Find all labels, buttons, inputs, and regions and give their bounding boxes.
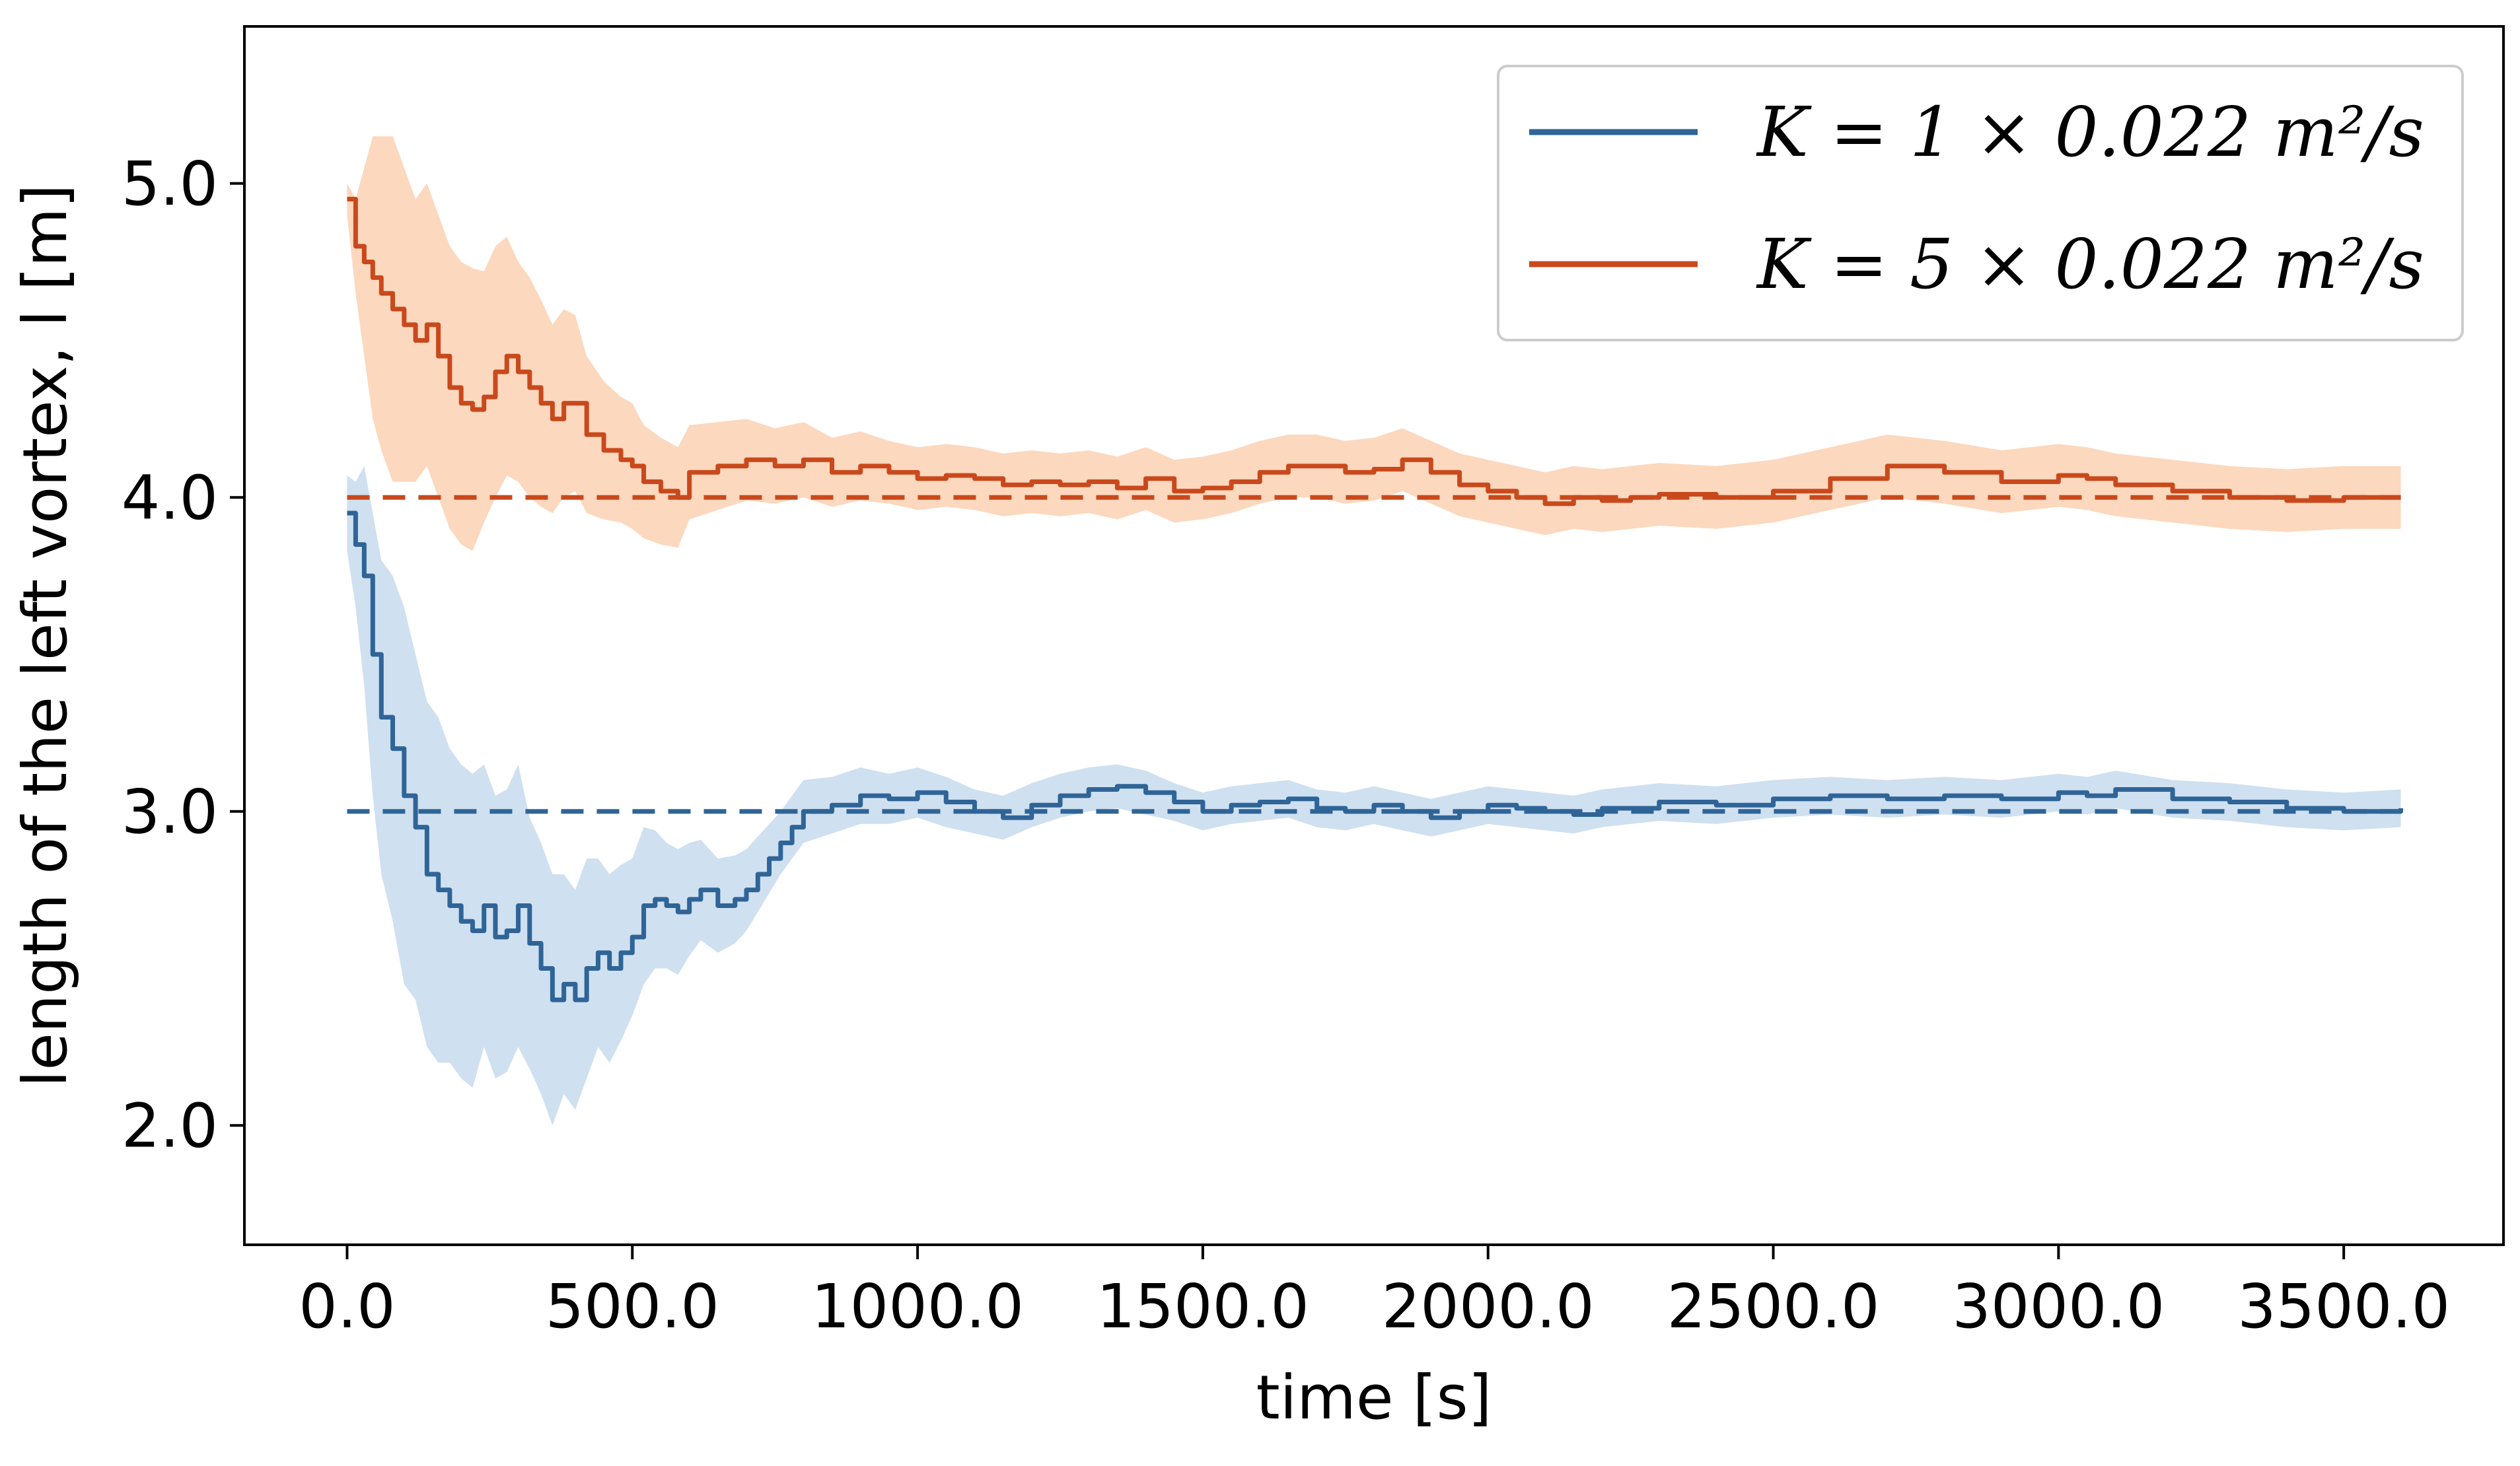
plot-area-frame [243,25,2505,1246]
y-tick-label: 3.0 [122,777,218,847]
y-tick-label: 4.0 [122,462,218,533]
x-axis-label: time [s] [1256,1362,1492,1433]
x-tick-label: 500.0 [546,1271,719,1342]
legend-label-series-1: K = 1 × 0.022 m²/s [1756,92,2424,172]
series-lines [347,197,2404,1002]
confidence-bands [347,136,2401,1126]
x-tick-label: 2500.0 [1667,1271,1880,1342]
band-series-2 [347,136,2401,551]
legend: K = 1 × 0.022 m²/s K = 5 × 0.022 m²/s [1497,65,2464,341]
y-axis: 2.0 3.0 4.0 5.0 [122,149,244,1161]
x-axis: 0.0 500.0 1000.0 1500.0 2000.0 2500.0 3000.0 35… [299,1245,2450,1342]
x-tick-label: 3500.0 [2237,1271,2450,1342]
reference-lines [347,495,2401,814]
band-series-1 [347,466,2401,1126]
x-tick-label: 1000.0 [811,1271,1024,1342]
legend-label-series-2: K = 5 × 0.022 m²/s [1756,224,2424,304]
y-tick-label: 5.0 [122,149,218,219]
y-axis-label: length of the left vortex, l [m] [10,184,81,1088]
x-tick-label: 3000.0 [1952,1271,2165,1342]
legend-box [1497,65,2464,341]
line-series-1 [347,510,2404,1002]
line-series-2 [347,197,2401,506]
x-tick-label: 1500.0 [1097,1271,1309,1342]
x-tick-label: 0.0 [299,1271,395,1342]
y-tick-label: 2.0 [122,1090,218,1161]
x-tick-label: 2000.0 [1382,1271,1595,1342]
